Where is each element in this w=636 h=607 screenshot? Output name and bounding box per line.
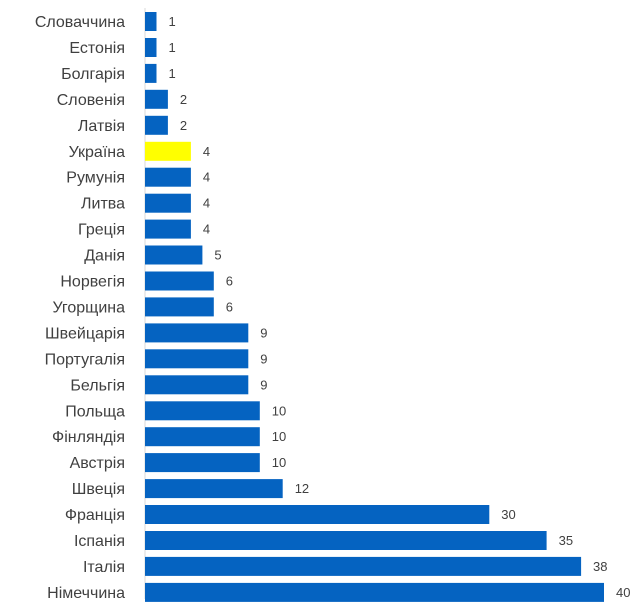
bar-22 [145, 582, 604, 602]
value-label-14: 9 [260, 377, 267, 392]
bar-13 [145, 349, 249, 369]
bar-20 [145, 531, 547, 550]
category-label-8: Греція [78, 222, 125, 239]
category-label-16: Фінляндія [52, 429, 125, 446]
bar-2 [145, 63, 157, 83]
category-label-22: Німеччина [47, 585, 125, 602]
bar-21 [145, 556, 582, 576]
value-label-5: 4 [203, 144, 210, 159]
category-label-1: Естонія [69, 40, 125, 57]
value-label-9: 5 [214, 248, 221, 263]
value-label-12: 9 [260, 325, 267, 340]
category-label-2: Болгарія [61, 66, 125, 83]
category-label-6: Румунія [66, 170, 125, 187]
value-label-8: 4 [203, 222, 210, 237]
bar-0 [145, 12, 157, 31]
category-label-17: Австрія [70, 455, 125, 472]
bar-15 [145, 401, 260, 421]
value-label-17: 10 [272, 455, 286, 470]
category-label-4: Латвія [78, 118, 125, 135]
value-label-6: 4 [203, 170, 210, 185]
bar-6 [145, 167, 191, 187]
value-label-18: 12 [295, 481, 309, 496]
category-label-18: Швеція [72, 481, 125, 498]
category-label-9: Данія [84, 248, 125, 265]
bar-3 [145, 89, 168, 109]
category-label-11: Угорщина [52, 299, 125, 316]
category-label-5: Україна [69, 144, 126, 161]
value-label-15: 10 [272, 403, 286, 418]
category-labels-group: Словаччина Естонія Болгарія Словенія Латвія У… [35, 14, 125, 602]
bar-4 [145, 115, 168, 135]
value-label-1: 1 [169, 40, 176, 55]
category-label-13: Португалія [45, 351, 125, 368]
bar-17 [145, 453, 260, 473]
bar-9 [145, 245, 203, 265]
category-label-14: Бельгія [70, 377, 125, 394]
category-label-19: Франція [65, 507, 125, 524]
value-label-3: 2 [180, 92, 187, 107]
value-label-20: 35 [559, 533, 573, 548]
value-label-0: 1 [169, 14, 176, 29]
category-label-12: Швейцарія [45, 325, 125, 342]
bar-5 [145, 141, 191, 161]
value-label-11: 6 [226, 299, 233, 314]
category-label-0: Словаччина [35, 14, 125, 31]
category-label-15: Польща [65, 403, 125, 420]
bar-11 [145, 297, 214, 317]
value-label-16: 10 [272, 429, 286, 444]
bar-19 [145, 505, 490, 524]
value-label-19: 30 [501, 507, 515, 522]
bar-10 [145, 271, 214, 291]
value-label-10: 6 [226, 274, 233, 289]
category-label-20: Іспанія [74, 533, 125, 550]
value-label-22: 40 [616, 585, 630, 600]
category-label-10: Норвегія [60, 274, 125, 291]
value-label-4: 2 [180, 118, 187, 133]
bar-12 [145, 323, 249, 343]
bar-8 [145, 219, 191, 239]
category-label-7: Литва [81, 196, 125, 213]
bar-7 [145, 193, 191, 213]
bar-16 [145, 427, 260, 447]
bars-group [145, 12, 604, 602]
value-label-2: 1 [169, 66, 176, 81]
value-label-13: 9 [260, 351, 267, 366]
bar-18 [145, 479, 283, 499]
bar-1 [145, 38, 157, 57]
category-label-3: Словенія [57, 92, 125, 109]
value-label-21: 38 [593, 559, 607, 574]
bar-14 [145, 375, 249, 395]
value-label-7: 4 [203, 196, 210, 211]
category-label-21: Італія [83, 559, 125, 576]
